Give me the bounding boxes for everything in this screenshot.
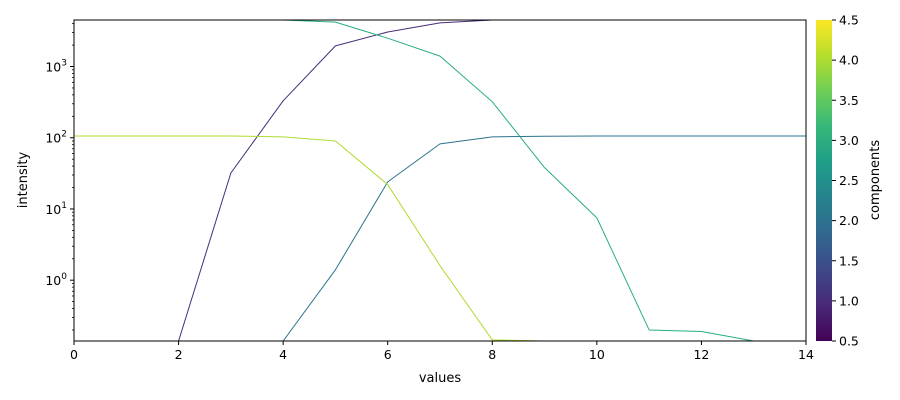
colorbar-tick-label: 3.5 bbox=[839, 93, 859, 108]
y-axis: 100 101 102 103 bbox=[45, 23, 74, 331]
y-axis-label: intensity bbox=[16, 152, 31, 209]
x-tick-label: 2 bbox=[175, 347, 183, 362]
x-tick-label: 14 bbox=[798, 347, 814, 362]
colorbar-tick-label: 1.5 bbox=[839, 253, 859, 268]
x-tick-label: 0 bbox=[70, 347, 78, 362]
colorbar-label: components bbox=[868, 140, 883, 221]
x-axis: 0 2 4 6 8 10 12 14 bbox=[70, 341, 814, 362]
x-tick-label: 8 bbox=[488, 347, 496, 362]
colorbar-tick-label: 1.0 bbox=[839, 293, 859, 308]
x-tick-label: 4 bbox=[279, 347, 287, 362]
colorbar: 0.5 1.0 1.5 2.0 2.5 3.0 3.5 4.0 4.5 components bbox=[816, 13, 883, 349]
colorbar-tick-label: 4.0 bbox=[839, 53, 859, 68]
x-tick-label: 10 bbox=[589, 347, 605, 362]
series-line-component-4 bbox=[74, 135, 806, 341]
series-line-component-2 bbox=[74, 135, 806, 341]
y-tick-label: 103 bbox=[45, 59, 67, 75]
x-axis-label: values bbox=[419, 371, 462, 386]
y-tick-label: 100 bbox=[45, 272, 67, 288]
colorbar-tick-label: 3.0 bbox=[839, 133, 859, 148]
colorbar-gradient bbox=[816, 20, 832, 341]
series-line-component-3 bbox=[74, 20, 806, 341]
colorbar-tick-label: 4.5 bbox=[839, 13, 859, 28]
colorbar-tick-label: 2.0 bbox=[839, 213, 859, 228]
plot-frame bbox=[73, 19, 807, 342]
series-layer bbox=[74, 20, 806, 341]
x-tick-label: 6 bbox=[384, 347, 392, 362]
series-line-component-1 bbox=[74, 20, 806, 341]
colorbar-tick-label: 0.5 bbox=[839, 334, 859, 349]
y-tick-label: 101 bbox=[45, 201, 67, 217]
colorbar-tick-label: 2.5 bbox=[839, 173, 859, 188]
x-tick-label: 12 bbox=[693, 347, 709, 362]
colorbar-ticks: 0.5 1.0 1.5 2.0 2.5 3.0 3.5 4.0 4.5 bbox=[832, 13, 859, 349]
y-tick-label: 102 bbox=[45, 130, 67, 146]
